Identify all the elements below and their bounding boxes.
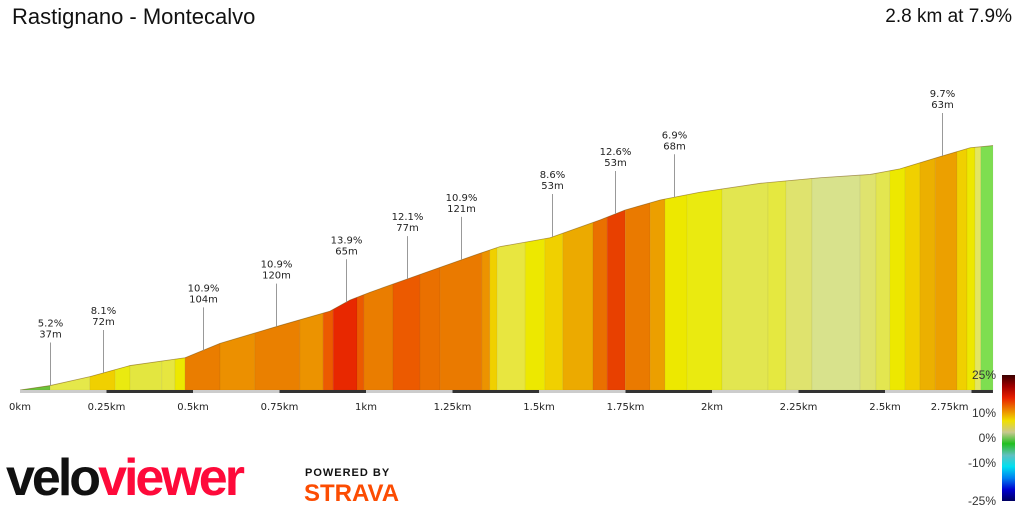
grade-segment: [496, 241, 526, 391]
grade-segment: [562, 222, 594, 391]
annotation-length: 120m: [262, 271, 291, 282]
grade-segment: [489, 247, 498, 391]
axis-band: [971, 390, 993, 393]
annotation-grade: 12.1%: [392, 212, 424, 223]
grade-segment: [974, 146, 982, 391]
annotation-length: 37m: [39, 330, 61, 341]
axis-band: [106, 390, 193, 393]
annotation-length: 68m: [663, 141, 685, 152]
grade-segment: [624, 202, 651, 391]
x-tick-label: 2.25km: [780, 402, 818, 413]
axis-band: [452, 390, 539, 393]
grade-segment: [322, 308, 334, 391]
annotations: 5.2%37m8.1%72m10.9%104m10.9%120m13.9%65m…: [38, 89, 955, 386]
x-tick-label: 1.75km: [607, 402, 645, 413]
grade-segment: [980, 145, 994, 391]
x-tick-label: 2.5km: [869, 402, 900, 413]
grade-segment: [919, 157, 936, 391]
annotation-length: 65m: [335, 246, 357, 257]
annotation-length: 121m: [447, 204, 476, 215]
grade-segment: [49, 376, 91, 391]
axis-band: [625, 390, 712, 393]
grade-segment: [664, 194, 688, 391]
grade-segment: [161, 358, 176, 391]
annotation-grade: 10.9%: [261, 260, 293, 271]
annotation-length: 77m: [396, 223, 418, 234]
annotation-length: 63m: [931, 100, 953, 111]
grade-segment: [811, 174, 861, 391]
x-tick-label: 2.75km: [931, 402, 969, 413]
x-tick-label: 2km: [701, 402, 723, 413]
annotation-length: 53m: [541, 181, 563, 192]
grade-segment: [904, 162, 921, 391]
grade-segment: [592, 216, 608, 391]
grade-segment: [875, 170, 891, 391]
grade-segment: [363, 283, 394, 391]
climb-summary: 2.8 km at 7.9%: [885, 6, 1012, 27]
grade-segment: [392, 274, 421, 391]
page-title: Rastignano - Montecalvo: [12, 4, 256, 29]
strava-logo: STRAVA: [304, 480, 400, 507]
annotation-grade: 8.6%: [540, 170, 565, 181]
legend-colorbar: [1002, 375, 1015, 501]
annotation-length: 72m: [92, 317, 114, 328]
legend-label: -25%: [968, 494, 996, 508]
grade-segment: [481, 249, 491, 391]
axis-band: [279, 390, 366, 393]
grade-segments: [19, 145, 994, 391]
grade-segment: [686, 188, 723, 391]
grade-segment: [934, 151, 958, 391]
grade-segment: [966, 146, 976, 391]
grade-segment: [956, 148, 968, 391]
legend-label: 0%: [979, 431, 997, 445]
x-tick-label: 0.25km: [88, 402, 126, 413]
grade-segment: [419, 266, 441, 391]
grade-segment: [721, 182, 769, 391]
grade-segment: [889, 166, 906, 391]
x-tick-label: 0.5km: [177, 402, 208, 413]
annotation-length: 53m: [604, 158, 626, 169]
annotation-grade: 6.9%: [662, 130, 687, 141]
x-tick-label: 0.75km: [261, 402, 299, 413]
grade-segment: [649, 198, 666, 391]
annotation-grade: 9.7%: [930, 89, 955, 100]
grade-segment: [767, 180, 787, 391]
legend-label: -10%: [968, 456, 996, 470]
grade-segment: [544, 232, 564, 391]
profile-outline: [19, 145, 993, 391]
grade-segment: [254, 319, 301, 391]
grade-segment: [606, 209, 626, 391]
grade-segment: [129, 360, 163, 391]
grade-segment: [524, 238, 546, 391]
annotation-grade: 10.9%: [188, 283, 220, 294]
legend-label: 10%: [972, 406, 996, 420]
grade-segment: [785, 178, 813, 391]
annotation-grade: 8.1%: [91, 306, 116, 317]
annotation-grade: 12.6%: [600, 147, 632, 158]
legend-label: 25%: [972, 368, 996, 382]
grade-segment: [89, 369, 116, 391]
annotation-length: 104m: [189, 294, 218, 305]
grade-segment: [439, 252, 483, 391]
x-tick-label: 1km: [355, 402, 377, 413]
logo-viewer: viewer: [98, 449, 245, 507]
grade-segment: [174, 357, 186, 391]
distance-axis: 0km 0.25km 0.5km 0.75km 1km 1.25km 1.5km 1.75km…: [9, 390, 993, 413]
annotation-grade: 5.2%: [38, 319, 63, 330]
veloviewer-logo: veloviewer: [6, 449, 245, 507]
x-tick-label: 0km: [9, 402, 31, 413]
annotation-grade: 10.9%: [446, 193, 478, 204]
grade-segment: [356, 294, 365, 391]
x-tick-label: 1.25km: [434, 402, 472, 413]
grade-legend: 25% 10% 0% -10% -25%: [968, 368, 1015, 508]
x-tick-label: 1.5km: [523, 402, 554, 413]
axis-band: [798, 390, 885, 393]
grade-segment: [332, 296, 358, 391]
grade-segment: [299, 312, 324, 391]
grade-segment: [859, 172, 877, 391]
powered-by: POWERED BY: [305, 467, 391, 479]
logo-velo: velo: [6, 449, 101, 507]
annotation-grade: 13.9%: [331, 235, 363, 246]
